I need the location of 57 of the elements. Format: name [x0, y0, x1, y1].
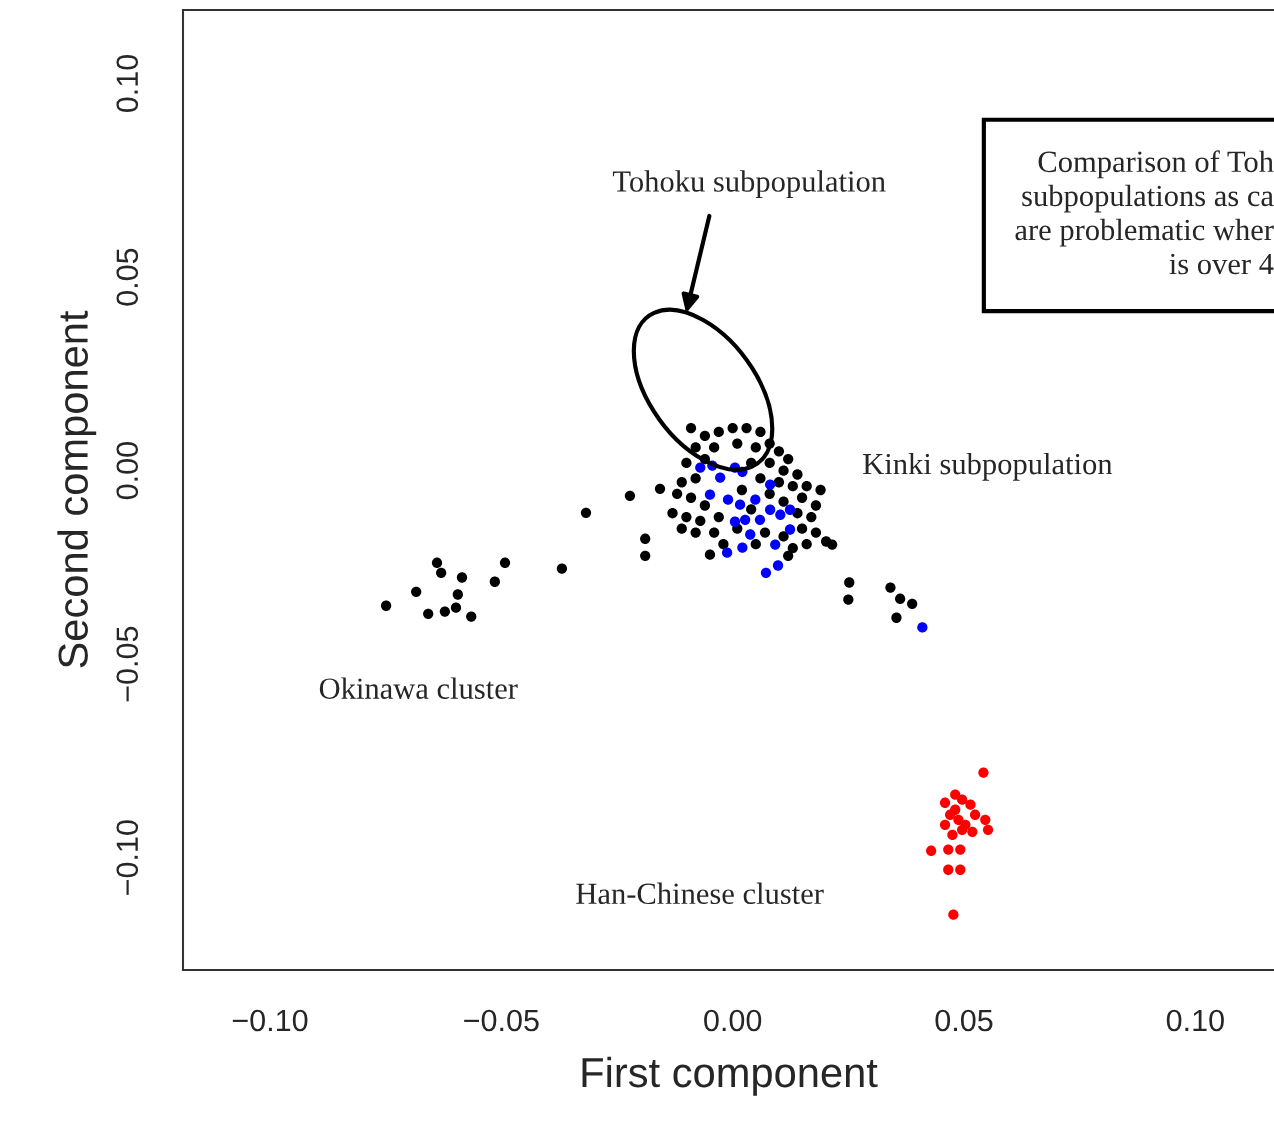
- point: [772, 560, 784, 571]
- point: [939, 797, 951, 808]
- annotation: Han-Chinese cluster: [576, 882, 824, 905]
- point: [695, 462, 706, 473]
- point: [764, 479, 776, 490]
- point: [939, 819, 951, 830]
- annotation: Kinki subpopulation: [863, 452, 1113, 481]
- point: [965, 799, 976, 810]
- x-axis-title: First component: [582, 1056, 878, 1096]
- y-tick-label: −0.10: [116, 820, 139, 895]
- point: [754, 514, 766, 525]
- point: [982, 824, 994, 836]
- point: [917, 622, 928, 633]
- x-tick-label: −0.10: [232, 1009, 308, 1032]
- point: [980, 814, 991, 825]
- point: [715, 472, 726, 483]
- point: [729, 516, 741, 527]
- point: [740, 514, 751, 525]
- point: [955, 864, 966, 875]
- annotation: Okinawa cluster: [319, 677, 518, 699]
- point: [784, 504, 796, 515]
- point: [737, 542, 748, 553]
- point: [704, 489, 716, 500]
- x-tick-label: 0.05: [935, 1009, 993, 1032]
- point: [943, 864, 954, 875]
- point: [775, 509, 786, 520]
- point: [957, 794, 968, 805]
- x-tick-label: 0.10: [1166, 1009, 1224, 1032]
- point: [953, 814, 964, 825]
- point: [978, 767, 989, 778]
- point: [943, 844, 954, 855]
- point: [722, 494, 734, 505]
- annotation: Comparison of Toh subpopulations as ca are problematic wher is over 4: [1015, 150, 1274, 275]
- x-tick-label: 0.00: [704, 1009, 762, 1032]
- y-tick-label: −0.05: [116, 626, 139, 702]
- annotation: Tohoku subpopulation: [612, 170, 886, 199]
- point: [950, 804, 961, 815]
- point: [955, 844, 966, 855]
- x-tick-label: −0.05: [464, 1009, 539, 1032]
- y-axis-title: Second component: [57, 310, 97, 668]
- point: [948, 909, 959, 920]
- y-tick-label: 0.00: [116, 442, 139, 500]
- point: [764, 504, 776, 515]
- point: [770, 539, 781, 550]
- point: [784, 524, 796, 535]
- point: [957, 824, 968, 836]
- point: [734, 499, 746, 510]
- point: [947, 829, 958, 841]
- point: [745, 529, 756, 540]
- point: [721, 547, 733, 558]
- point: [969, 809, 981, 820]
- y-tick-label: 0.05: [116, 248, 139, 306]
- point: [926, 845, 937, 856]
- point: [760, 567, 772, 578]
- point: [967, 826, 978, 837]
- point: [750, 494, 761, 505]
- y-tick-label: 0.10: [116, 55, 139, 113]
